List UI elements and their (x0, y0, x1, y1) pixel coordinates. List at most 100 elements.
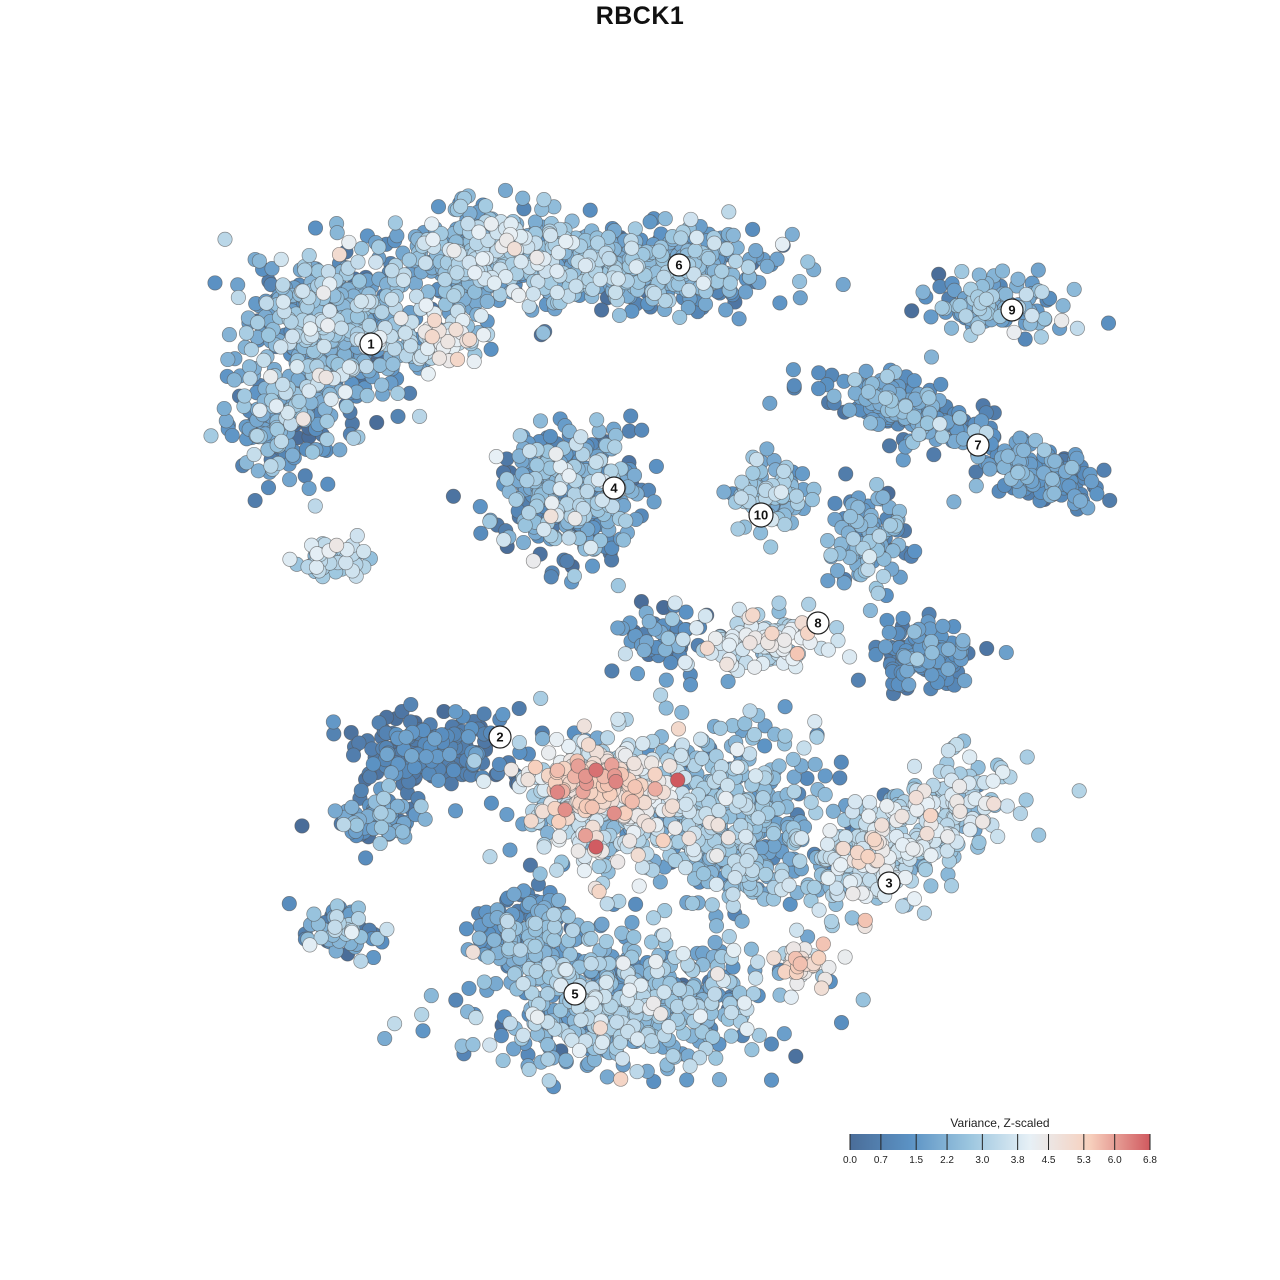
cell-point (786, 378, 802, 394)
cell-point (934, 300, 950, 316)
cell-point (841, 402, 858, 418)
cell-point (803, 794, 819, 810)
cell-point (924, 645, 940, 661)
cell-point (374, 304, 390, 320)
cell-point (1017, 331, 1033, 347)
cell-point (515, 1027, 531, 1043)
cell-point (881, 438, 898, 454)
cell-point (365, 756, 381, 772)
cell-point (599, 896, 615, 912)
cell-point (607, 284, 624, 300)
cell-point (722, 275, 738, 291)
cell-point (738, 284, 754, 300)
cell-point (626, 929, 642, 945)
cell-point (519, 473, 535, 489)
cell-point (940, 743, 956, 759)
cell-point (793, 830, 810, 846)
cell-point (660, 630, 676, 646)
cell-point (442, 746, 458, 763)
cell-point (403, 696, 419, 713)
cell-point (630, 1031, 646, 1047)
cell-point (706, 235, 722, 251)
cell-point (748, 768, 764, 784)
cell-point (558, 1052, 574, 1068)
cell-point (329, 225, 345, 241)
cell-point (549, 862, 565, 878)
cell-point (495, 706, 511, 723)
cell-point (552, 481, 568, 497)
cell-point (708, 876, 725, 892)
cell-point (994, 263, 1011, 279)
cell-point (338, 555, 354, 571)
cell-point (263, 458, 279, 474)
cell-point (658, 672, 674, 688)
cell-point (820, 533, 836, 549)
cell-point (915, 284, 931, 300)
cell-point (673, 747, 689, 763)
cell-point (297, 262, 313, 278)
cell-point (599, 1069, 615, 1085)
cell-point (766, 826, 782, 842)
cell-point (289, 359, 305, 375)
cell-point (835, 276, 851, 293)
cell-point (644, 1033, 660, 1049)
cell-point (582, 202, 598, 218)
cell-point (721, 929, 737, 945)
cell-point (842, 649, 858, 665)
cell-point (601, 251, 617, 267)
cell-point (359, 388, 375, 404)
cell-point (792, 853, 808, 869)
cell-point (990, 828, 1006, 845)
cell-point (499, 806, 515, 823)
cell-point (962, 822, 978, 838)
cell-point (568, 278, 584, 294)
cell-point (678, 604, 694, 620)
cell-point (697, 608, 713, 624)
cell-point (499, 471, 515, 487)
cell-point (385, 356, 401, 372)
cell-point (461, 980, 477, 996)
cell-point (811, 902, 827, 918)
cell-point (999, 798, 1015, 814)
cell-point (982, 461, 998, 477)
cell-point (962, 749, 978, 765)
cell-point (898, 398, 914, 414)
cell-point (681, 282, 697, 298)
cell-point (723, 1028, 739, 1044)
cell-point (261, 327, 277, 343)
cell-point (1033, 329, 1049, 345)
cell-point (833, 1015, 850, 1031)
cell-point (353, 782, 369, 799)
cell-point (604, 663, 620, 679)
cell-point (558, 962, 574, 978)
cell-point (1047, 453, 1063, 469)
cell-point (642, 214, 658, 230)
cell-point (759, 258, 775, 274)
cell-point (336, 817, 352, 833)
cell-point (786, 783, 802, 800)
cell-point (901, 677, 917, 693)
cell-point (584, 995, 600, 1011)
cell-point (430, 199, 447, 215)
cell-point (478, 198, 494, 214)
cell-point (774, 236, 791, 252)
cell-point (757, 738, 773, 754)
cell-point (351, 273, 367, 289)
cell-point (322, 303, 338, 319)
cell-point (785, 751, 801, 767)
cell-point (532, 413, 549, 429)
cell-point (230, 289, 246, 306)
cell-point (712, 720, 728, 736)
cell-point (675, 946, 691, 962)
cell-point (906, 624, 922, 640)
cell-point (789, 922, 805, 938)
cell-point (673, 230, 689, 246)
cell-point (645, 910, 662, 926)
cell-point (472, 499, 488, 515)
cell-point (448, 704, 464, 720)
cell-point (424, 216, 440, 232)
cell-point (515, 534, 532, 551)
cell-point (446, 288, 462, 304)
cell-point (935, 618, 951, 634)
cell-point (946, 494, 962, 510)
